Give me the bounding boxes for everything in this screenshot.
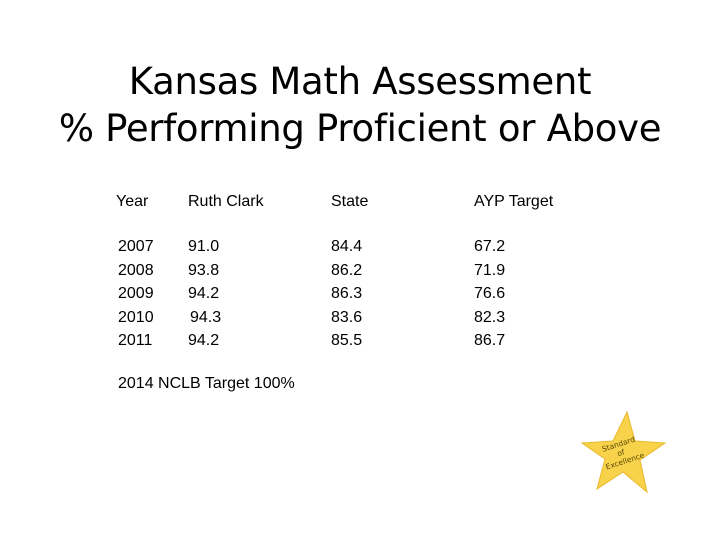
header-state: State [331, 193, 369, 210]
year-cell: 2009 [118, 285, 154, 302]
ayp-target-cell: 82.3 [474, 308, 506, 326]
state-cell: 84.4 [331, 238, 363, 255]
ruth-clark-cell: 91.0 [188, 238, 220, 255]
standard-of-excellence-star-icon: Standard of Excellence [577, 407, 667, 497]
state-cell: 86.3 [331, 285, 363, 302]
slide-title: Kansas Math Assessment % Performing Prof… [0, 58, 720, 152]
ayp-target-cell: 71.9 [474, 261, 506, 279]
year-cell: 2011 [118, 332, 153, 349]
title-line-1: Kansas Math Assessment [128, 60, 592, 103]
nclb-target-note: 2014 NCLB Target 100% [118, 375, 295, 392]
header-ayp-target: AYP Target [474, 193, 554, 210]
ayp-target-cell: 86.7 [474, 332, 506, 349]
year-cell: 2008 [118, 261, 154, 279]
year-column: 2007 2008 2009 2010 2011 [118, 235, 154, 353]
ayp-target-column: 67.2 71.9 76.6 82.3 86.7 [474, 235, 505, 353]
state-cell: 83.6 [331, 308, 363, 326]
state-cell: 86.2 [331, 261, 363, 279]
header-ruth-clark: Ruth Clark [188, 193, 264, 210]
star-shape [580, 410, 667, 494]
ayp-target-cell: 67.2 [474, 238, 506, 255]
state-column: 84.4 86.2 86.3 83.6 85.5 [331, 235, 362, 353]
ruth-clark-cell: 94.3 [190, 308, 222, 326]
ruth-clark-column: 91.0 93.8 94.2 94.3 94.2 [188, 235, 221, 353]
ayp-target-cell: 76.6 [474, 285, 506, 302]
header-year: Year [116, 193, 149, 210]
state-cell: 85.5 [331, 332, 363, 349]
ruth-clark-cell: 93.8 [188, 261, 220, 279]
ruth-clark-cell: 94.2 [188, 332, 220, 349]
year-cell: 2010 [118, 308, 154, 326]
year-cell: 2007 [118, 238, 154, 255]
title-line-2: % Performing Proficient or Above [58, 107, 662, 150]
ruth-clark-cell: 94.2 [188, 285, 220, 302]
